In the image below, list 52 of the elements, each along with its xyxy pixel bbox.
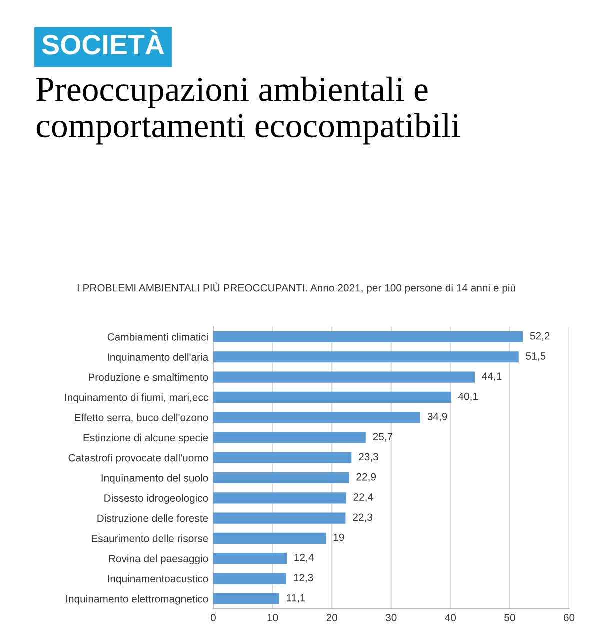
data-label: 19: [334, 534, 344, 542]
chart-subtitle: I PROBLEMI AMBIENTALI PIÙ PREOCCUPANTI. Anno 2021, per 100 persone di 14 anni e più: [78, 282, 516, 294]
text: SOCIETÀ: [42, 30, 164, 55]
data-label: 52,2: [530, 332, 550, 342]
chart-title: Preoccupazioni ambientali e comportamenti ecocompatibili: [36, 76, 460, 145]
y-tick-label: Cambiamenti climatici: [108, 333, 208, 341]
bar: [213, 512, 346, 524]
data-label: 22,3: [353, 514, 372, 522]
x-tick-label: 60: [564, 614, 575, 622]
y-tick-label: Inquinamento di fiumi, mari,ecc: [65, 394, 208, 404]
bar: [213, 412, 420, 424]
bar: [213, 331, 524, 343]
y-tick-label: Inquinamento dell'aria: [108, 353, 209, 364]
data-label: 23,3: [359, 453, 378, 462]
bar: [213, 452, 352, 464]
y-tick-label: Produzione e smaltimento: [89, 374, 208, 382]
bar: [213, 532, 326, 544]
x-tick-label: 50: [504, 614, 516, 622]
y-tick-label: Inquinamento del suolo: [102, 474, 208, 484]
data-label: 12,3: [294, 574, 314, 583]
y-tick-label: Effetto serra, buco dell'ozono: [75, 414, 208, 423]
x-tick-label: 30: [386, 614, 397, 622]
y-tick-label: Catastrofi provocate dall'uomo: [68, 454, 208, 464]
y-tick-label: Rovina del paesaggio: [109, 554, 208, 565]
bar: [213, 492, 346, 504]
x-tick-label: 10: [268, 614, 278, 622]
data-label: 12,4: [294, 554, 314, 563]
bar: [213, 553, 288, 564]
bar: [213, 352, 519, 363]
bar: [213, 573, 286, 584]
y-tick-label: Esaurimento delle risorse: [92, 534, 208, 542]
x-tick-label: 40: [445, 614, 456, 622]
data-label: 40,1: [458, 392, 478, 402]
x-tick-label: 20: [326, 614, 338, 622]
bar: [213, 372, 475, 383]
bar: [213, 472, 350, 484]
y-tick-label: Estinzione di alcune specie: [84, 434, 208, 444]
data-label: 25,7: [373, 433, 393, 442]
y-tick-label: Distruzione delle foreste: [98, 514, 208, 522]
y-tick-label: Dissesto idrogeologico: [104, 494, 208, 504]
y-tick-label: Inquinamento elettromagnetico: [66, 595, 208, 605]
data-label: 34,9: [428, 412, 448, 422]
y-tick-label: Inquinamentoacustico: [108, 574, 208, 585]
x-tick-label: 0: [210, 614, 216, 622]
data-label: 51,5: [526, 352, 546, 362]
data-label: 11,1: [287, 594, 306, 603]
bar: [213, 392, 452, 403]
bar: [213, 432, 366, 444]
bar: [213, 593, 280, 604]
data-label: 22,9: [356, 473, 376, 482]
data-label: 22,4: [354, 494, 374, 502]
data-label: 44,1: [482, 372, 502, 382]
